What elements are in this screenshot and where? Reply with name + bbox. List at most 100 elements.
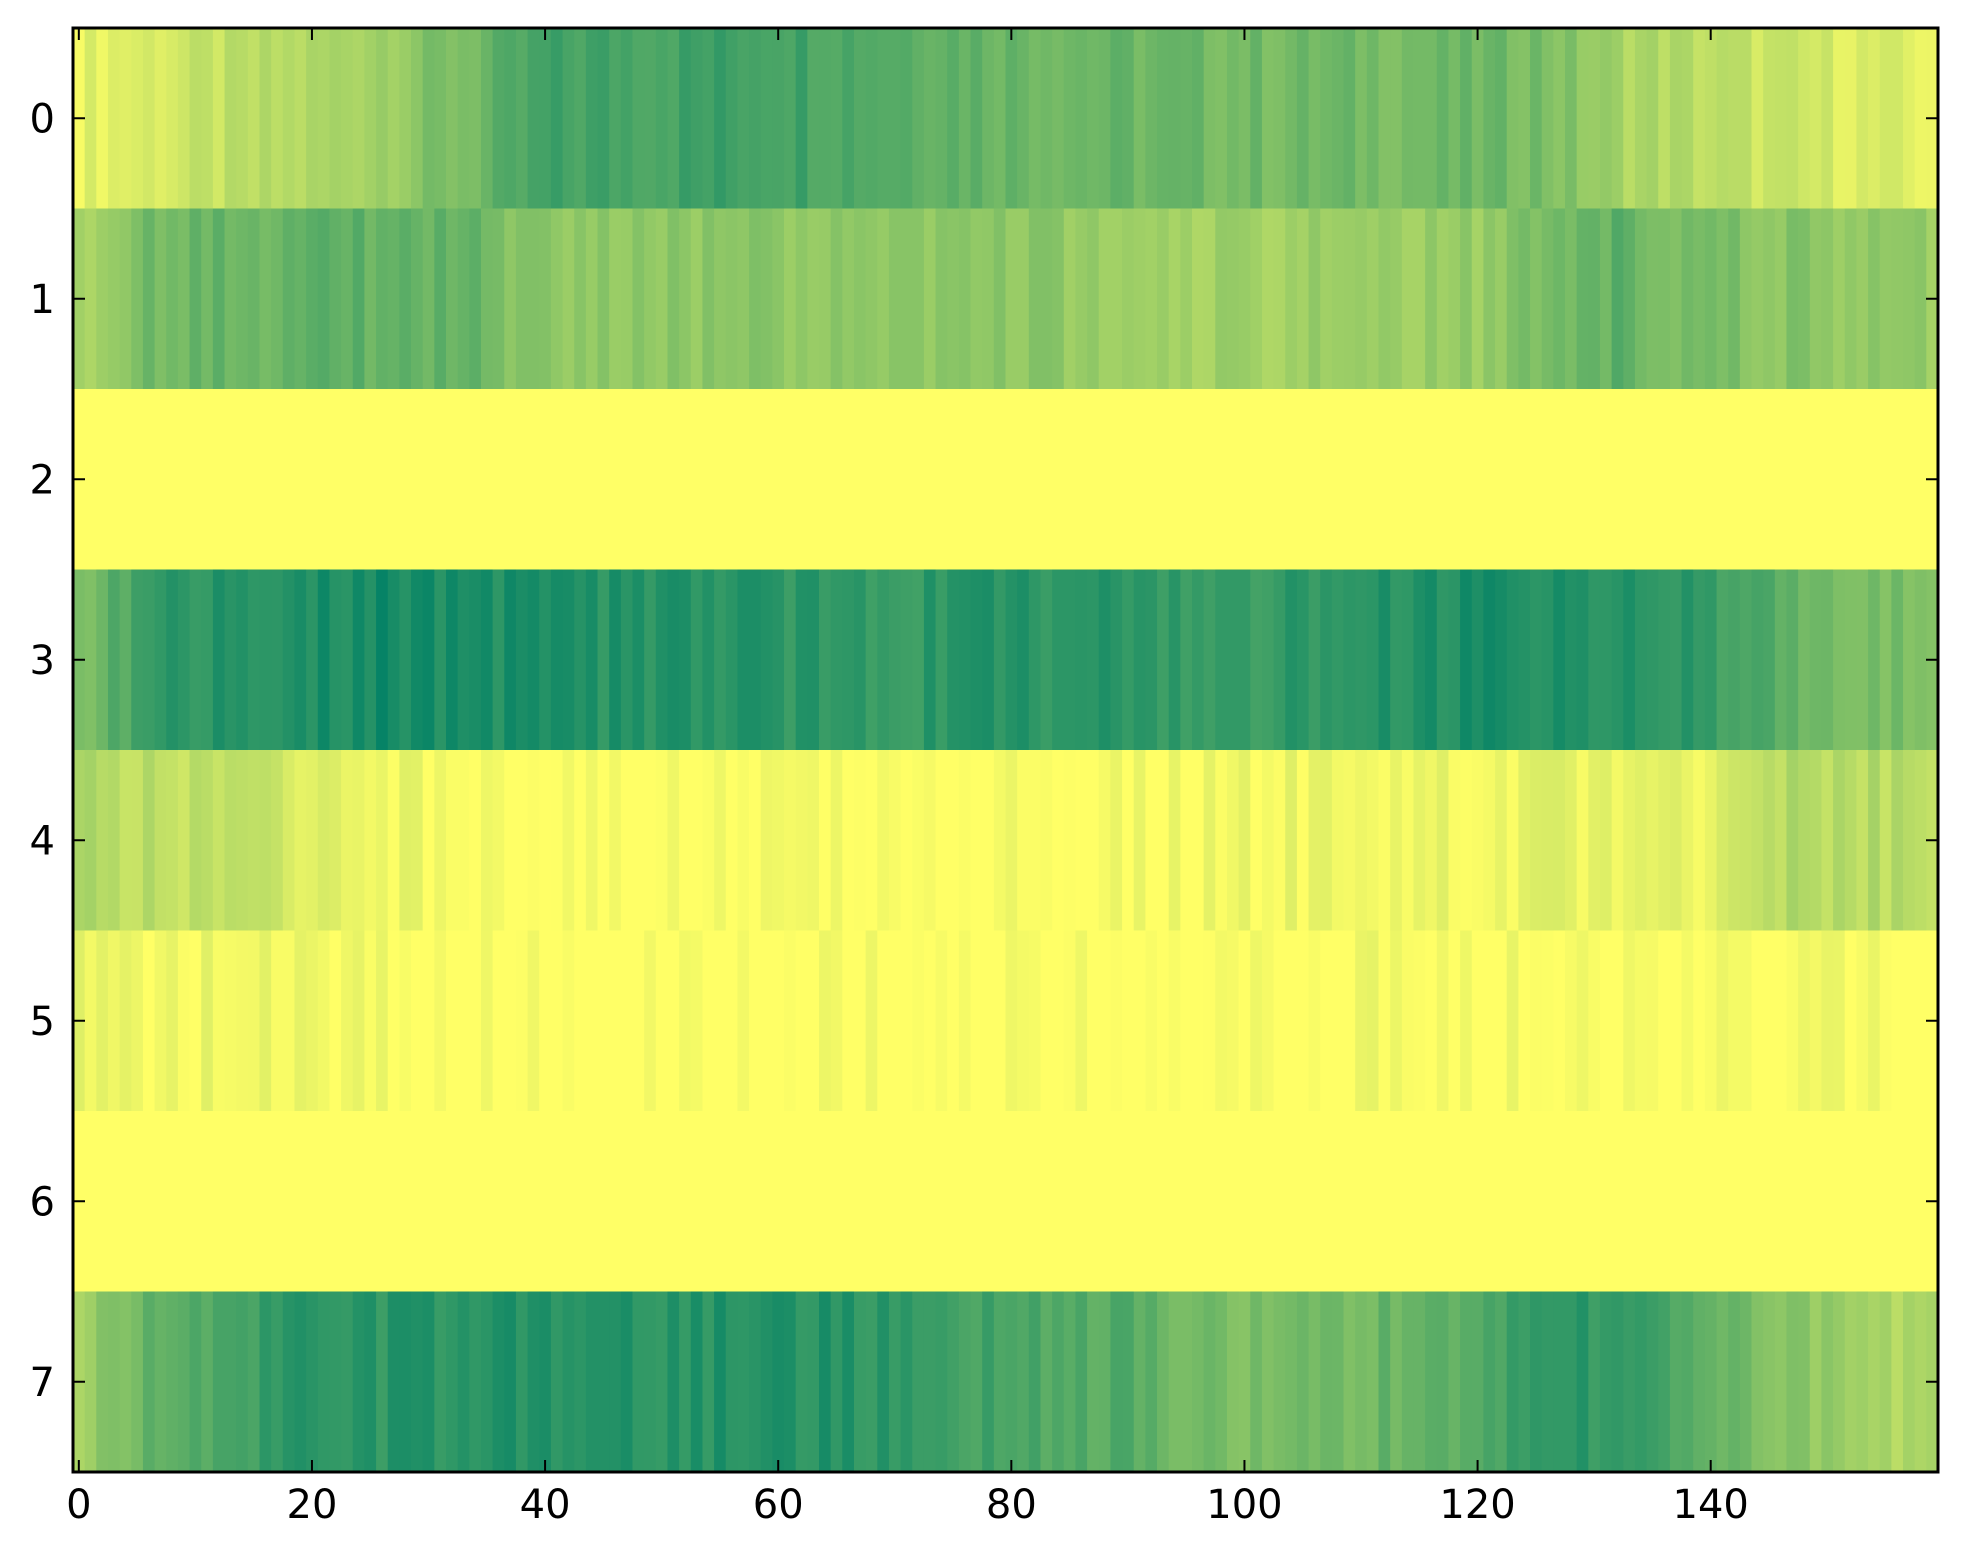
heatmap-cell (1180, 569, 1193, 751)
heatmap-cell (1541, 569, 1554, 751)
heatmap-cell (1355, 569, 1368, 751)
heatmap-cell (784, 1111, 797, 1293)
heatmap-cell (1355, 28, 1368, 210)
heatmap-cell (1273, 569, 1286, 751)
heatmap-cell (853, 930, 867, 1112)
heatmap-cell (1028, 1111, 1042, 1293)
heatmap-cell (760, 569, 773, 751)
heatmap-cell (96, 208, 109, 390)
heatmap-cell (177, 208, 191, 390)
heatmap-cell (1390, 389, 1403, 571)
heatmap-cell (1261, 930, 1275, 1112)
heatmap-cell (1168, 1291, 1181, 1473)
heatmap-cell (1075, 750, 1088, 932)
heatmap-cell (877, 1111, 890, 1293)
y-tick-label: 6 (30, 1179, 55, 1225)
heatmap-cell (166, 28, 179, 210)
heatmap-cell (399, 28, 412, 210)
heatmap-cell (1868, 28, 1881, 210)
heatmap-cell (1565, 1291, 1578, 1473)
heatmap-cell (784, 1291, 797, 1473)
heatmap-cell (1133, 28, 1146, 210)
heatmap-cell (1471, 1111, 1485, 1293)
heatmap-cell (399, 389, 412, 571)
heatmap-cell (539, 28, 552, 210)
heatmap-cell (1739, 750, 1753, 932)
heatmap-cell (830, 569, 843, 751)
heatmap-cell (1728, 28, 1741, 210)
heatmap-cell (958, 1111, 972, 1293)
heatmap-cell (1868, 1111, 1881, 1293)
heatmap-cell (317, 750, 331, 932)
heatmap-cell (655, 750, 669, 932)
heatmap-cell (317, 930, 331, 1112)
heatmap-cell (247, 389, 261, 571)
heatmap-cell (411, 569, 424, 751)
heatmap-cell (1110, 28, 1123, 210)
heatmap-cell (1495, 569, 1508, 751)
heatmap-cell (1530, 750, 1543, 932)
heatmap-cell (1786, 1111, 1799, 1293)
heatmap-cell (434, 750, 447, 932)
heatmap-cell (1669, 569, 1683, 751)
heatmap-cell (1203, 569, 1216, 751)
heatmap-cell (1599, 28, 1613, 210)
heatmap-cell (142, 1111, 156, 1293)
heatmap-cell (1786, 1291, 1799, 1473)
heatmap-cell (667, 208, 680, 390)
heatmap-cell (259, 389, 272, 571)
heatmap-cell (1168, 930, 1181, 1112)
heatmap-cell (679, 1291, 692, 1473)
heatmap-cell (364, 930, 377, 1112)
heatmap-cell (1716, 1111, 1729, 1293)
heatmap-cell (364, 569, 377, 751)
heatmap-cell (853, 1111, 867, 1293)
heatmap-cell (737, 208, 750, 390)
heatmap-cell (923, 389, 937, 571)
heatmap-cell (1681, 208, 1694, 390)
heatmap-cell (212, 750, 226, 932)
heatmap-cell (1495, 1111, 1508, 1293)
heatmap-cell (865, 208, 878, 390)
heatmap-cell (772, 208, 785, 390)
heatmap-cell (201, 389, 214, 571)
heatmap-cell (1168, 28, 1181, 210)
heatmap-cell (842, 930, 855, 1112)
heatmap-cell (655, 569, 669, 751)
heatmap-cell (1588, 1291, 1601, 1473)
heatmap-cell (632, 389, 645, 571)
heatmap-cell (271, 569, 284, 751)
heatmap-cell (1728, 208, 1741, 390)
heatmap-cell (247, 1291, 261, 1473)
heatmap-cell (1821, 389, 1834, 571)
heatmap-cell (1798, 1111, 1811, 1293)
heatmap-cell (1296, 28, 1310, 210)
heatmap-cell (539, 1111, 552, 1293)
heatmap-cell (317, 389, 331, 571)
heatmap-cell (236, 750, 249, 932)
heatmap-cell (1495, 389, 1508, 571)
heatmap-cell (888, 569, 902, 751)
heatmap-cell (1075, 569, 1088, 751)
heatmap-cell (1238, 389, 1251, 571)
heatmap-cell (853, 569, 867, 751)
heatmap-cell (1355, 208, 1368, 390)
heatmap-cell (900, 1111, 913, 1293)
heatmap-cell (1588, 750, 1601, 932)
heatmap-cell (1588, 1111, 1601, 1293)
heatmap-cell (842, 1111, 855, 1293)
heatmap-cell (609, 1291, 622, 1473)
heatmap-cell (1553, 930, 1566, 1112)
heatmap-cell (247, 750, 261, 932)
heatmap-cell (1518, 208, 1531, 390)
heatmap-cell (1868, 930, 1881, 1112)
heatmap-cell (784, 930, 797, 1112)
heatmap-cell (749, 1291, 762, 1473)
heatmap-cell (1774, 930, 1788, 1112)
heatmap-cell (1506, 569, 1519, 751)
heatmap-cell (1576, 569, 1589, 751)
heatmap-cell (376, 569, 389, 751)
heatmap-cell (1681, 1291, 1694, 1473)
heatmap-cell (714, 389, 727, 571)
heatmap-cell (982, 1291, 995, 1473)
